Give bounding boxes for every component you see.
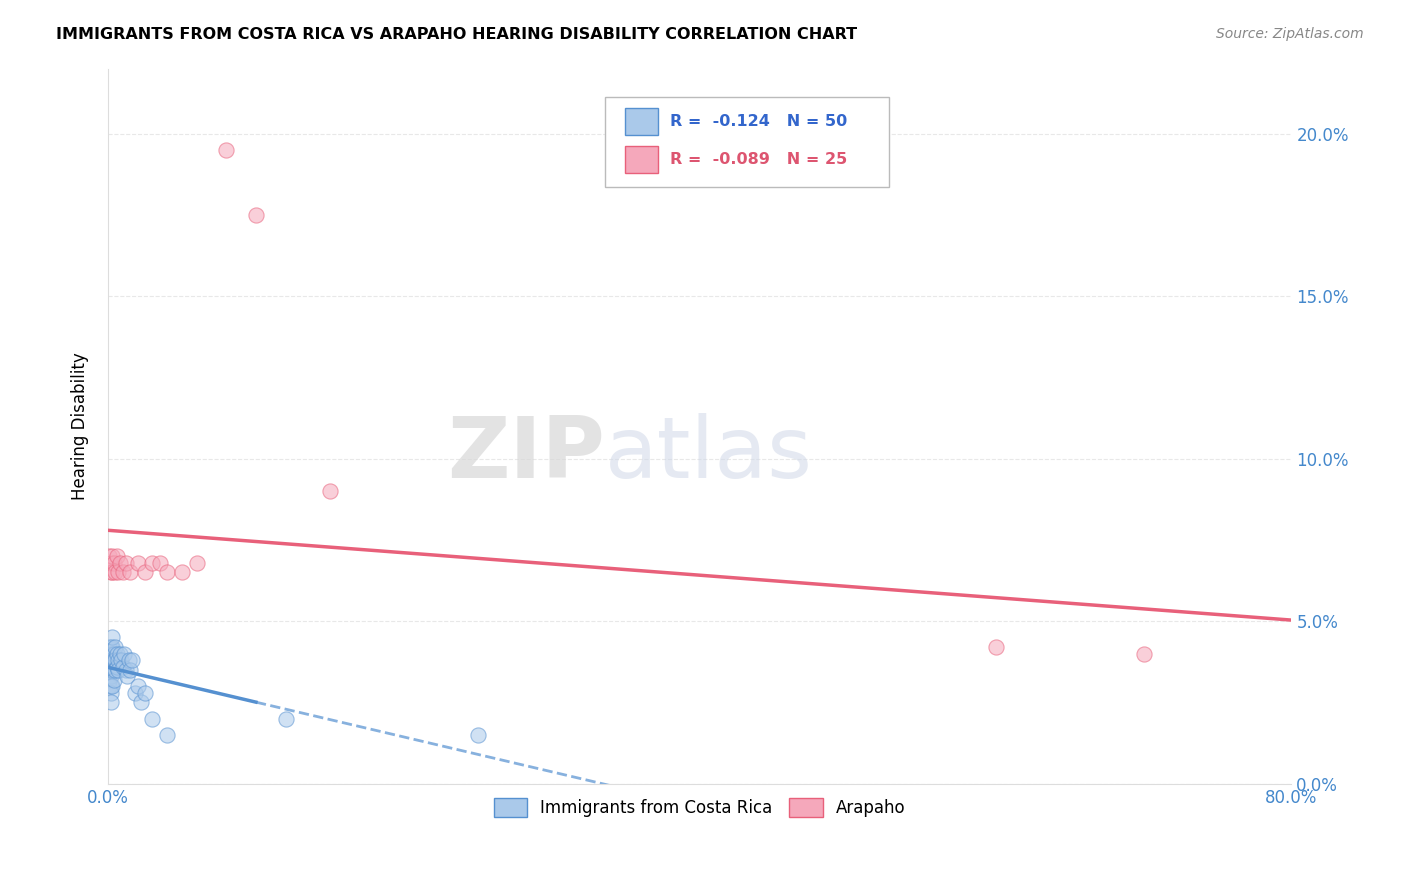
Point	[156, 728, 179, 742]
Point	[98, 647, 121, 661]
Point	[101, 663, 124, 677]
Point	[101, 647, 124, 661]
Point	[98, 653, 121, 667]
Point	[98, 549, 121, 564]
Point	[100, 566, 122, 580]
Point	[108, 556, 131, 570]
Point	[100, 669, 122, 683]
Point	[100, 686, 122, 700]
Point	[104, 566, 127, 580]
Point	[105, 659, 128, 673]
Text: IMMIGRANTS FROM COSTA RICA VS ARAPAHO HEARING DISABILITY CORRELATION CHART: IMMIGRANTS FROM COSTA RICA VS ARAPAHO HE…	[56, 27, 858, 42]
Point	[104, 663, 127, 677]
Text: R =  -0.089   N = 25: R = -0.089 N = 25	[671, 152, 848, 167]
Text: ZIP: ZIP	[447, 413, 605, 496]
Point	[124, 686, 146, 700]
Point	[101, 549, 124, 564]
Point	[129, 696, 152, 710]
Point	[319, 484, 342, 499]
Point	[110, 653, 132, 667]
Legend: Immigrants from Costa Rica, Arapaho: Immigrants from Costa Rica, Arapaho	[485, 789, 914, 825]
Point	[100, 653, 122, 667]
Point	[115, 669, 138, 683]
Point	[100, 640, 122, 655]
Point	[100, 696, 122, 710]
Y-axis label: Hearing Disability: Hearing Disability	[72, 352, 89, 500]
Point	[100, 647, 122, 661]
Point	[105, 549, 128, 564]
Point	[103, 647, 125, 661]
Point	[114, 556, 136, 570]
Point	[108, 647, 131, 661]
Point	[98, 679, 121, 693]
Point	[467, 728, 489, 742]
Point	[107, 663, 129, 677]
Point	[120, 663, 142, 677]
FancyBboxPatch shape	[605, 97, 889, 186]
Text: R =  -0.124   N = 50: R = -0.124 N = 50	[671, 114, 848, 129]
Point	[141, 712, 163, 726]
Point	[100, 659, 122, 673]
Point	[111, 566, 134, 580]
Point	[186, 556, 208, 570]
FancyBboxPatch shape	[626, 146, 658, 173]
Point	[134, 566, 156, 580]
Point	[101, 640, 124, 655]
Point	[121, 653, 143, 667]
Point	[1132, 647, 1154, 661]
Point	[105, 647, 128, 661]
Point	[127, 556, 149, 570]
Point	[101, 653, 124, 667]
Point	[101, 631, 124, 645]
Text: Source: ZipAtlas.com: Source: ZipAtlas.com	[1216, 27, 1364, 41]
Point	[98, 663, 121, 677]
Point	[141, 556, 163, 570]
Text: atlas: atlas	[605, 413, 813, 496]
Point	[120, 566, 142, 580]
Point	[127, 679, 149, 693]
Point	[100, 556, 122, 570]
Point	[104, 640, 127, 655]
Point	[114, 663, 136, 677]
Point	[245, 208, 267, 222]
Point	[103, 653, 125, 667]
Point	[104, 653, 127, 667]
Point	[98, 673, 121, 687]
Point	[100, 663, 122, 677]
Point	[215, 143, 238, 157]
Point	[100, 679, 122, 693]
Point	[98, 663, 121, 677]
Point	[103, 556, 125, 570]
Point	[274, 712, 297, 726]
Point	[103, 673, 125, 687]
Point	[98, 640, 121, 655]
Point	[149, 556, 172, 570]
Point	[103, 663, 125, 677]
Point	[101, 679, 124, 693]
Point	[107, 653, 129, 667]
Point	[134, 686, 156, 700]
Point	[984, 640, 1007, 655]
Point	[112, 647, 135, 661]
Point	[107, 566, 129, 580]
FancyBboxPatch shape	[626, 108, 658, 136]
Point	[170, 566, 193, 580]
Point	[101, 566, 124, 580]
Point	[156, 566, 179, 580]
Point	[118, 653, 141, 667]
Point	[111, 659, 134, 673]
